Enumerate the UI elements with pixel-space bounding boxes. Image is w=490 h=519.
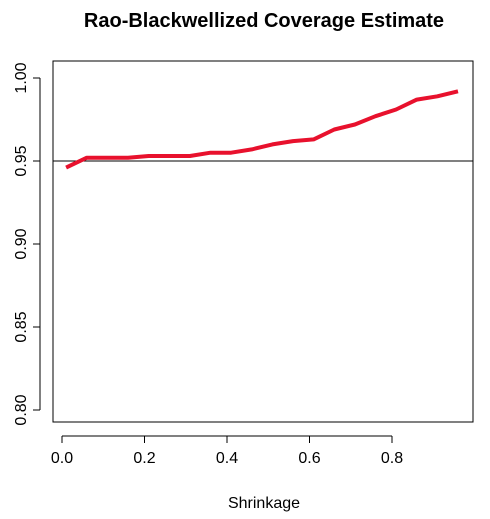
y-tick-label: 0.85: [13, 311, 30, 342]
y-axis-ticks: 0.80 0.85 0.90 0.95 1.00: [13, 62, 40, 426]
x-tick-label: 0.2: [133, 450, 155, 467]
series-line: [65, 89, 459, 170]
y-tick-label: 0.95: [13, 145, 30, 176]
x-tick-label: 0.0: [51, 450, 73, 467]
x-tick-label: 0.8: [381, 450, 403, 467]
x-tick-label: 0.6: [298, 450, 320, 467]
plot-area-border: [52, 60, 474, 423]
series-group: [65, 89, 459, 170]
y-tick-label: 1.00: [13, 62, 30, 93]
chart-title: Rao-Blackwellized Coverage Estimate: [84, 10, 444, 32]
x-tick-label: 0.4: [216, 450, 238, 467]
y-tick-label: 0.90: [13, 228, 30, 259]
y-tick-label: 0.80: [13, 394, 30, 425]
x-axis-label: Shrinkage: [228, 495, 300, 512]
x-axis-ticks: 0.0 0.2 0.4 0.6 0.8: [51, 436, 403, 467]
